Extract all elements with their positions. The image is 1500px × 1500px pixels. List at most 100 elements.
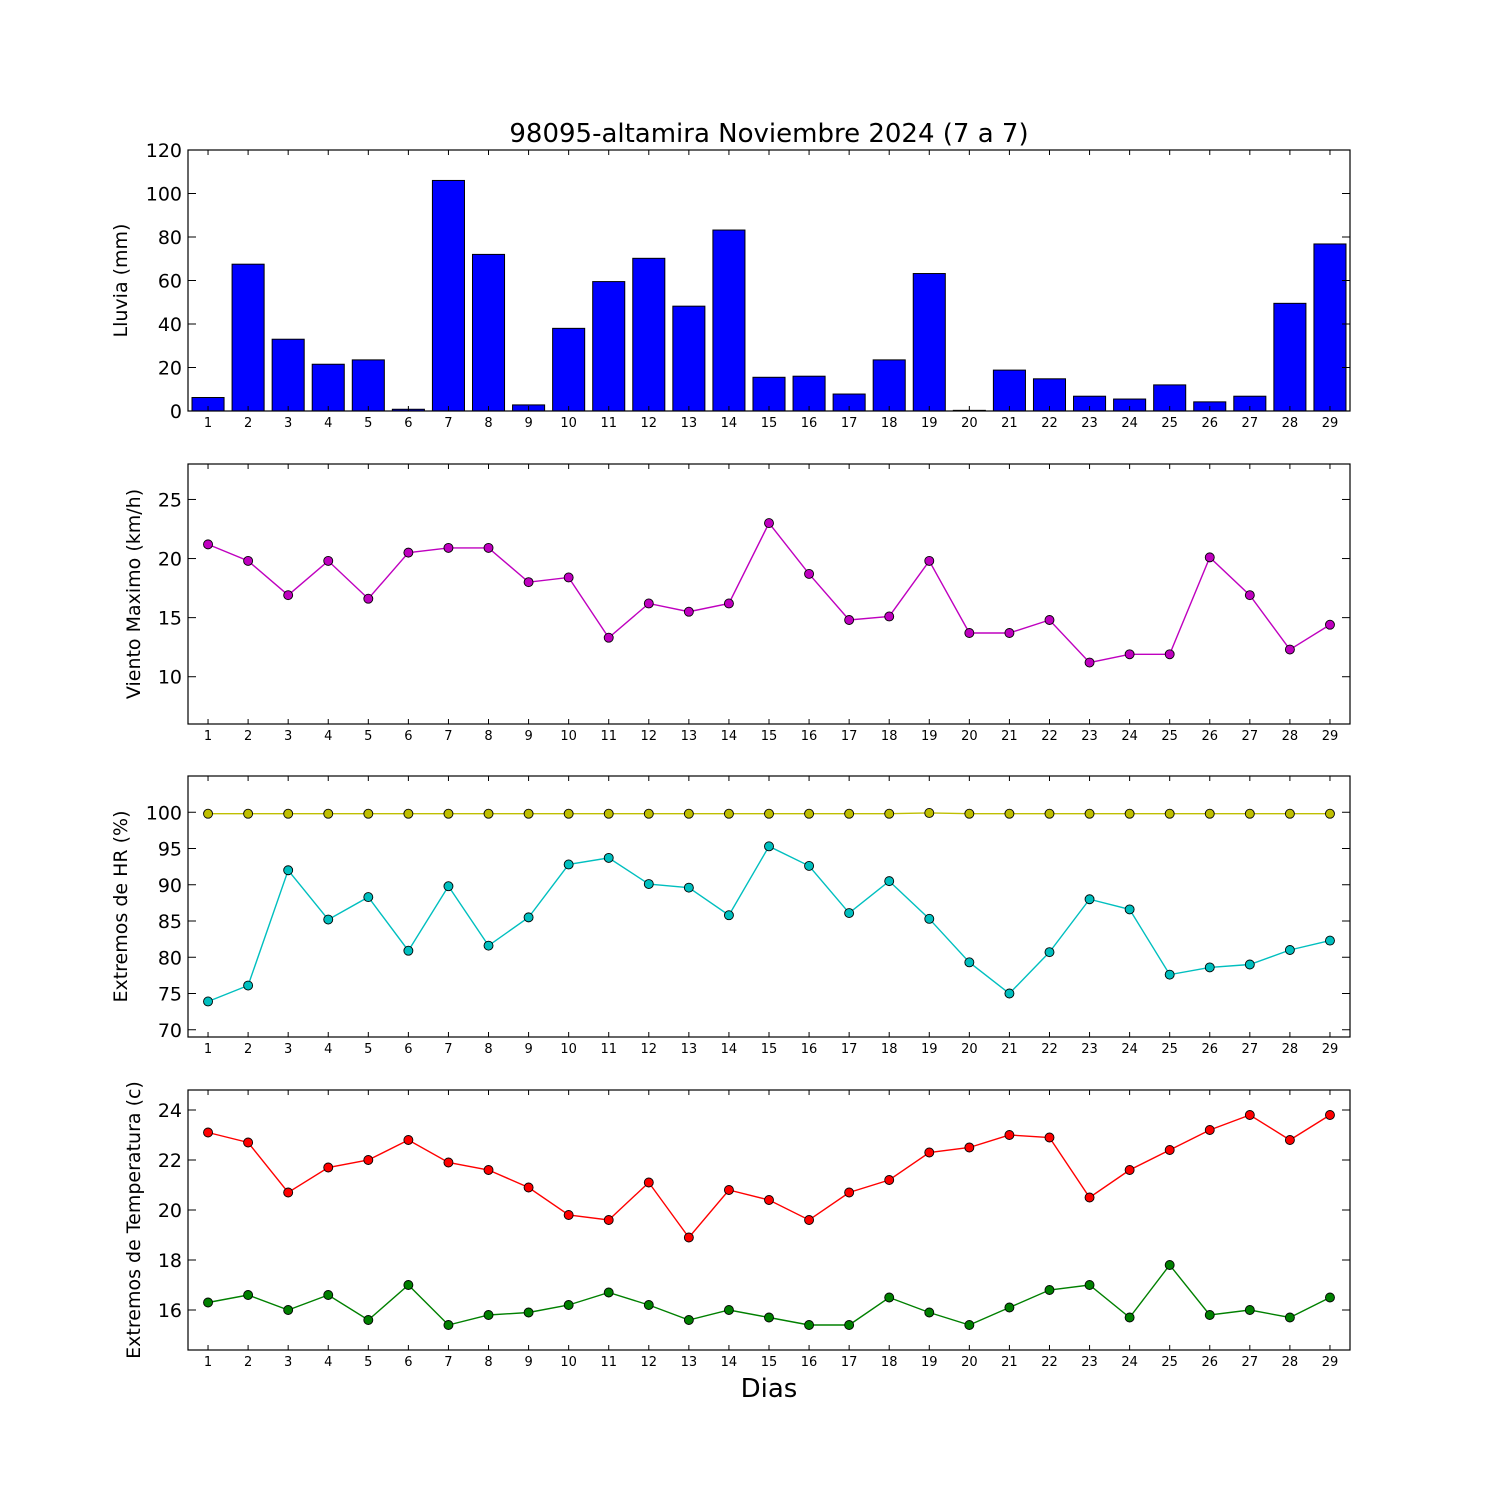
wind-x-tick-label: 27	[1242, 729, 1259, 744]
wind-data-point	[283, 590, 294, 601]
humidity-data-point	[523, 808, 534, 819]
temperature-x-tick-label: 5	[364, 1355, 372, 1370]
temperature-x-tick-label: 9	[524, 1355, 532, 1370]
wind-x-tick-label: 8	[484, 729, 492, 744]
temperature-data-point	[683, 1315, 694, 1325]
humidity-data-point	[1284, 945, 1295, 955]
wind-data-point	[924, 555, 935, 566]
humidity-data-point	[563, 808, 574, 819]
temperature-data-point	[884, 1175, 895, 1185]
humidity-data-point	[643, 879, 654, 889]
humidity-x-tick-label: 10	[560, 1042, 577, 1057]
rain-bar	[632, 257, 666, 412]
humidity-y-tick-label: 85	[158, 911, 182, 933]
humidity-x-tick-label: 11	[600, 1042, 617, 1057]
wind-data-point	[844, 615, 855, 625]
temperature-data-point	[643, 1300, 654, 1310]
rain-y-tick-label: 0	[170, 401, 182, 423]
humidity-data-point	[1084, 894, 1095, 905]
temperature-x-tick-label: 13	[681, 1355, 698, 1370]
rain-x-tick-label: 13	[681, 416, 698, 431]
wind-x-tick-label: 20	[961, 729, 978, 744]
temperature-data-point	[924, 1307, 935, 1318]
temperature-data-point	[1325, 1292, 1335, 1303]
humidity-x-tick-label: 13	[681, 1042, 698, 1057]
wind-x-tick-label: 16	[801, 729, 818, 744]
temperature-x-tick-label: 10	[560, 1355, 577, 1370]
temperature-data-point	[1004, 1130, 1015, 1140]
rain-bar	[231, 263, 265, 412]
humidity-data-point	[924, 808, 935, 818]
wind-x-tick-label: 15	[761, 729, 778, 744]
rain-x-tick-label: 17	[841, 416, 858, 431]
humidity-data-point	[1004, 808, 1015, 819]
rain-bar	[872, 359, 906, 412]
rain-x-tick-label: 5	[364, 416, 372, 431]
wind-x-tick-label: 12	[641, 729, 658, 744]
humidity-data-point	[243, 808, 254, 819]
wind-y-axis-label: Viento Maximo (km/h)	[123, 489, 145, 699]
rain-bar	[912, 273, 946, 412]
wind-data-point	[804, 568, 815, 579]
temperature-y-tick-label: 20	[158, 1200, 182, 1222]
rain-bar	[792, 375, 826, 412]
humidity-x-tick-label: 2	[244, 1042, 252, 1057]
temperature-x-tick-label: 3	[284, 1355, 292, 1370]
wind-panel: 1 2 3 4 5 6 7 8 9 10 11 12 13 14 15 16 17 18 19 20 21 22 23 24 2…	[123, 463, 1351, 744]
wind-x-tick-label: 2	[244, 729, 252, 744]
wind-data-point	[764, 518, 774, 529]
humidity-x-tick-label: 5	[364, 1042, 372, 1057]
temperature-data-point	[443, 1320, 454, 1330]
humidity-data-point	[844, 908, 855, 918]
humidity-x-tick-label: 27	[1242, 1042, 1259, 1057]
temperature-data-point	[243, 1137, 254, 1148]
wind-data-point	[1325, 619, 1335, 630]
humidity-data-point	[723, 808, 734, 819]
wind-plot-area	[188, 464, 1350, 724]
humidity-x-tick-label: 14	[721, 1042, 738, 1057]
humidity-data-point	[764, 808, 774, 819]
rain-x-tick-label: 11	[600, 416, 617, 431]
rain-x-tick-label: 14	[721, 416, 738, 431]
humidity-data-point	[683, 882, 694, 893]
temperature-data-point	[723, 1305, 734, 1315]
humidity-data-point	[1244, 808, 1255, 819]
humidity-panel: 1 2 3 4 5 6 7 8 9 10 11 12 13 14 15 16 17 18 19 20 21 22 23 24 2…	[110, 775, 1351, 1057]
humidity-data-point	[283, 865, 294, 876]
temperature-data-point	[203, 1297, 213, 1308]
rain-x-tick-label: 27	[1242, 416, 1259, 431]
humidity-x-tick-label: 4	[324, 1042, 332, 1057]
wind-x-tick-label: 28	[1282, 729, 1299, 744]
humidity-data-point	[1325, 808, 1335, 819]
temperature-x-tick-label: 11	[600, 1355, 617, 1370]
wind-x-tick-label: 26	[1201, 729, 1218, 744]
temperature-data-point	[1284, 1135, 1295, 1145]
humidity-data-point	[363, 808, 374, 819]
temperature-x-tick-label: 26	[1201, 1355, 1218, 1370]
temperature-y-tick-label: 24	[158, 1100, 182, 1122]
rain-x-tick-label: 8	[484, 416, 492, 431]
wind-x-tick-label: 11	[600, 729, 617, 744]
temperature-data-point	[283, 1187, 294, 1198]
temperature-x-tick-label: 22	[1041, 1355, 1058, 1370]
wind-x-tick-label: 18	[881, 729, 898, 744]
humidity-x-tick-label: 8	[484, 1042, 492, 1057]
humidity-data-point	[403, 808, 414, 819]
wind-x-tick-label: 22	[1041, 729, 1058, 744]
rain-y-tick-label: 20	[158, 358, 182, 380]
temperature-x-tick-label: 7	[444, 1355, 452, 1370]
wind-data-point	[884, 611, 895, 622]
humidity-data-point	[1044, 947, 1055, 958]
humidity-x-tick-label: 28	[1282, 1042, 1299, 1057]
wind-data-point	[1084, 657, 1095, 668]
rain-bar	[471, 253, 506, 412]
humidity-x-tick-label: 29	[1322, 1042, 1339, 1057]
wind-data-point	[683, 606, 694, 617]
humidity-y-tick-label: 90	[158, 875, 182, 897]
wind-data-point	[1044, 615, 1055, 625]
humidity-x-tick-label: 24	[1121, 1042, 1138, 1057]
wind-data-point	[243, 555, 254, 566]
rain-x-tick-label: 21	[1001, 416, 1018, 431]
wind-x-tick-label: 23	[1081, 729, 1098, 744]
